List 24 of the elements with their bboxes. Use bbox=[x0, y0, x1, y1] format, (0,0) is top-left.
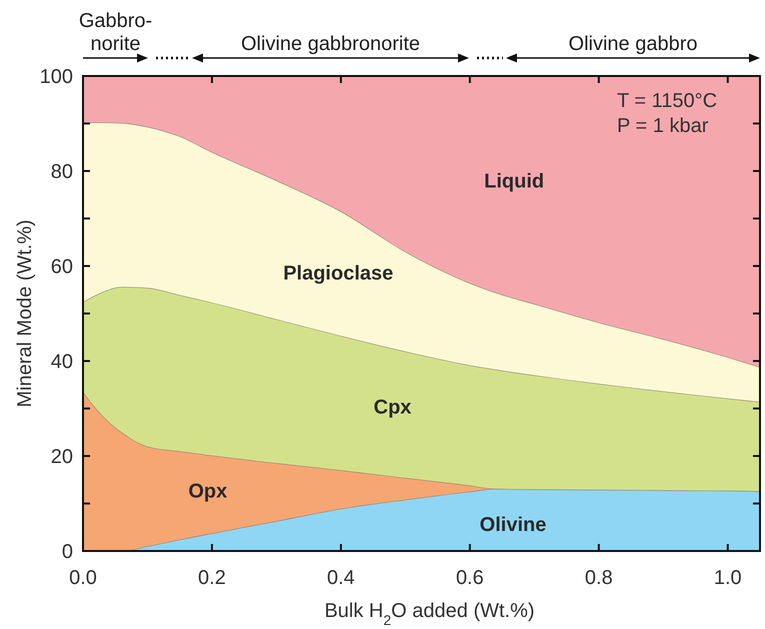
series-label: Plagioclase bbox=[283, 262, 394, 284]
series-label: Olivine bbox=[480, 514, 546, 536]
y-tick-label: 80 bbox=[50, 161, 73, 183]
series-label: Opx bbox=[188, 480, 228, 503]
x-axis-title: Bulk H$_{2}$O added (Wt.%) bbox=[324, 600, 535, 628]
y-tick-label: 20 bbox=[50, 446, 73, 468]
annotation: T = 1150°C bbox=[617, 90, 718, 112]
annotation: P = 1 kbar bbox=[617, 115, 709, 137]
y-tick-label: 40 bbox=[50, 351, 73, 373]
x-tick-label: 0.6 bbox=[456, 567, 484, 589]
y-tick-label: 0 bbox=[62, 541, 73, 563]
x-tick-label: 0.8 bbox=[584, 567, 613, 589]
x-tick-label: 1.0 bbox=[714, 567, 742, 589]
y-axis-title: Mineral Mode (Wt.%) bbox=[14, 220, 36, 408]
text: Olivine gabbro bbox=[568, 33, 698, 55]
x-tick-label: 0.4 bbox=[327, 567, 355, 589]
text: Olivine gabbronorite bbox=[241, 33, 420, 55]
x-tick-label: 0.2 bbox=[198, 567, 226, 589]
text: Gabbro- norite bbox=[78, 10, 152, 55]
series-label: Liquid bbox=[484, 170, 544, 193]
y-tick-label: 100 bbox=[40, 66, 73, 88]
x-tick-label: 0.0 bbox=[69, 567, 97, 589]
y-tick-label: 60 bbox=[50, 256, 73, 278]
series-label: Cpx bbox=[374, 396, 412, 419]
